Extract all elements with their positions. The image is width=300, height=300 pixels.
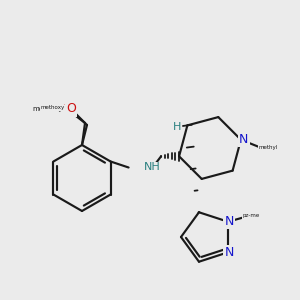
Text: methyl: methyl <box>258 145 278 150</box>
Text: methoxy: methoxy <box>33 106 63 112</box>
Text: O: O <box>62 103 72 116</box>
Text: N: N <box>224 215 234 228</box>
Text: pz-me: pz-me <box>242 213 260 218</box>
Text: O: O <box>66 103 76 116</box>
Text: N: N <box>239 133 249 146</box>
Text: methoxy: methoxy <box>41 106 65 110</box>
Text: H: H <box>173 122 182 132</box>
Text: NH: NH <box>144 163 161 172</box>
Text: N: N <box>224 246 234 259</box>
